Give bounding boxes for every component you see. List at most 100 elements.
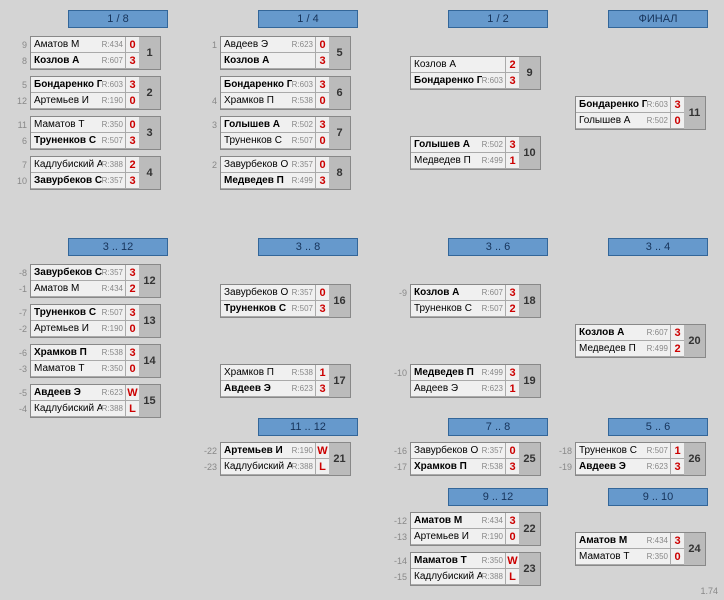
score: 3 [505, 137, 519, 152]
seed: -2 [9, 324, 31, 334]
match-number: 13 [139, 304, 161, 338]
score: 1 [315, 365, 329, 380]
match: -18Труненков СR:5071-19Авдеев ЭR:623326 [575, 442, 685, 476]
match: -22Артемьев ИR:190W-23Кадлубиский АR:388… [220, 442, 330, 476]
player-name: Артемьев И [31, 323, 102, 334]
player-name: Медведев П [576, 343, 647, 354]
player-rating: R:607 [482, 288, 505, 297]
stage-header: 7 .. 8 [448, 418, 548, 436]
player-rating: R:623 [482, 384, 505, 393]
score: 3 [315, 117, 329, 132]
score: L [505, 569, 519, 584]
player-rating: R:190 [482, 532, 505, 541]
seed: -6 [9, 348, 31, 358]
player-rating: R:502 [292, 120, 315, 129]
match-row: -6Храмков ПR:5383 [31, 345, 139, 361]
score: 1 [670, 443, 684, 458]
player-rating: R:357 [102, 176, 125, 185]
player-rating: R:507 [102, 308, 125, 317]
seed: -12 [389, 516, 411, 526]
player-rating: R:350 [482, 556, 505, 565]
player-rating: R:623 [102, 388, 125, 397]
match-row: -10Медведев ПR:4993 [411, 365, 519, 381]
player-rating: R:388 [102, 404, 125, 413]
seed: 4 [199, 96, 221, 106]
seed: 6 [9, 136, 31, 146]
player-rating: R:357 [482, 446, 505, 455]
match-row: Бондаренко ГR:6033 [221, 77, 329, 93]
player-rating: R:607 [102, 56, 125, 65]
match-row: Голышев АR:5023 [411, 137, 519, 153]
score: 3 [315, 53, 329, 68]
match-number: 21 [329, 442, 351, 476]
match-row: 7Кадлубиский АR:3882 [31, 157, 139, 173]
match-number: 26 [684, 442, 706, 476]
match: Бондаренко ГR:60334Храмков ПR:53806 [220, 76, 330, 110]
match-row: Авдеев ЭR:6231 [411, 381, 519, 397]
seed: -3 [9, 364, 31, 374]
seed: 8 [9, 56, 31, 66]
player-rating: R:507 [482, 304, 505, 313]
score: 3 [125, 265, 139, 280]
score: L [315, 459, 329, 474]
player-rating: R:507 [292, 304, 315, 313]
match-number: 7 [329, 116, 351, 150]
match-number: 9 [519, 56, 541, 90]
score: 1 [505, 381, 519, 396]
score: 3 [125, 305, 139, 320]
score: 3 [670, 459, 684, 474]
score: 3 [505, 513, 519, 528]
player-rating: R:190 [102, 96, 125, 105]
match-number: 2 [139, 76, 161, 110]
match-number: 15 [139, 384, 161, 418]
score: 0 [315, 157, 329, 172]
player-name: Авдеев Э [31, 387, 102, 398]
stage-header: ФИНАЛ [608, 10, 708, 28]
seed: -19 [554, 462, 576, 472]
stage-header: 9 .. 12 [448, 488, 548, 506]
score: 3 [505, 459, 519, 474]
match-number: 6 [329, 76, 351, 110]
match-number: 23 [519, 552, 541, 586]
seed: -1 [9, 284, 31, 294]
match-number: 8 [329, 156, 351, 190]
player-name: Голышев А [221, 119, 292, 130]
player-rating: R:507 [647, 446, 670, 455]
player-rating: R:502 [482, 140, 505, 149]
match-row: 2Завурбеков ОR:3570 [221, 157, 329, 173]
match-row: Бондаренко ГR:6033 [576, 97, 684, 113]
seed: -7 [9, 308, 31, 318]
player-name: Храмков П [221, 367, 292, 378]
player-name: Аматов М [31, 39, 102, 50]
player-name: Авдеев Э [221, 39, 292, 50]
player-rating: R:357 [292, 160, 315, 169]
score: 0 [125, 93, 139, 108]
match: -9Козлов АR:6073Труненков СR:507218 [410, 284, 520, 318]
match: -10Медведев ПR:4993Авдеев ЭR:623119 [410, 364, 520, 398]
match-row: -13Артемьев ИR:1900 [411, 529, 519, 545]
match-number: 20 [684, 324, 706, 358]
score: 0 [670, 113, 684, 128]
player-name: Труненков С [31, 135, 102, 146]
match-number: 17 [329, 364, 351, 398]
match-number: 22 [519, 512, 541, 546]
player-name: Бондаренко Г [576, 99, 647, 110]
player-rating: R:434 [482, 516, 505, 525]
stage-header: 3 .. 8 [258, 238, 358, 256]
match-row: Бондаренко ГR:6033 [411, 73, 519, 89]
match-number: 18 [519, 284, 541, 318]
score: 3 [670, 533, 684, 548]
score: 0 [315, 37, 329, 52]
player-rating: R:538 [292, 368, 315, 377]
score: 3 [125, 77, 139, 92]
match-row: 12Артемьев ИR:1900 [31, 93, 139, 109]
player-name: Артемьев И [411, 531, 482, 542]
score: 0 [315, 285, 329, 300]
seed: -4 [9, 404, 31, 414]
seed: -9 [389, 288, 411, 298]
match-row: -19Авдеев ЭR:6233 [576, 459, 684, 475]
score: 0 [505, 443, 519, 458]
match-number: 24 [684, 532, 706, 566]
match-number: 10 [519, 136, 541, 170]
match-row: 10Завурбеков СR:3573 [31, 173, 139, 189]
